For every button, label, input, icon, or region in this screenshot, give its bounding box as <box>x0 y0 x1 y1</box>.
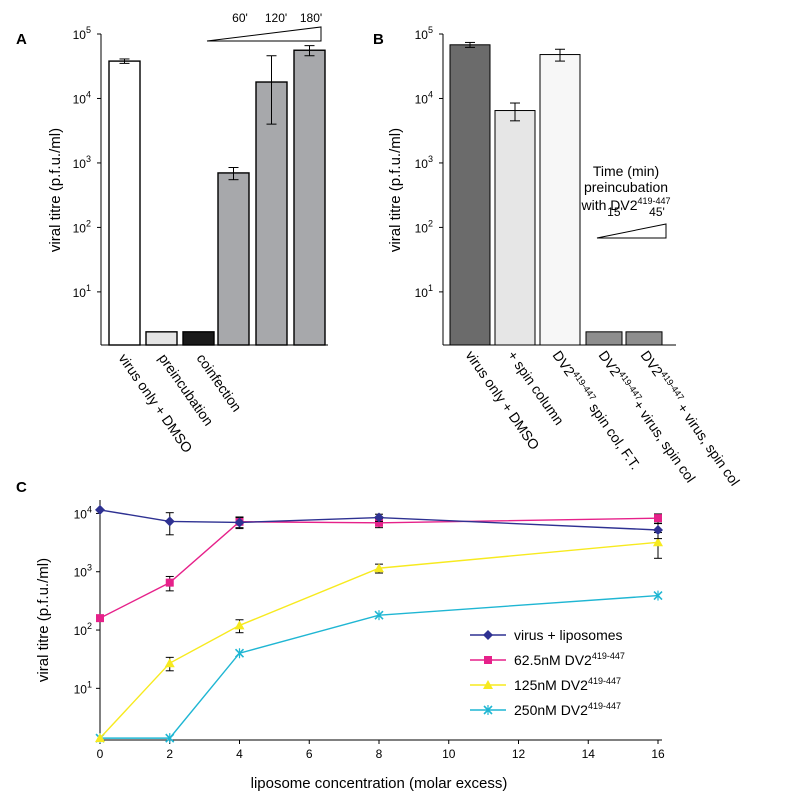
panel-a-time-wedge <box>206 26 322 42</box>
panel-c-point <box>374 512 384 523</box>
panel-c-legend-marker <box>483 630 493 640</box>
panel-c-y-tick-label: 103 <box>74 563 92 580</box>
panel-b: B 101 102 103 104 105 viral titre (p.f.u./ml)… <box>373 25 743 489</box>
panel-c-point <box>234 517 245 528</box>
panel-b-bar <box>539 54 581 346</box>
panel-c-point <box>165 578 174 587</box>
panel-c-point <box>164 516 175 527</box>
panel-c-point <box>96 614 104 623</box>
panel-a-y-tick-label: 105 <box>73 25 91 42</box>
panel-c-legend-marker <box>483 680 493 689</box>
panel-c-x-tick-label: 2 <box>166 747 173 761</box>
panel-c-point <box>374 563 384 573</box>
panel-b-bar <box>449 44 491 346</box>
panel-c-point <box>653 590 663 601</box>
panel-b-annotation-line2: preincubation <box>584 179 668 195</box>
panel-a-bar <box>145 331 178 346</box>
panel-a-bar <box>182 331 215 346</box>
panel-c-point <box>95 504 105 515</box>
panel-a-wedge-label: 120' <box>265 11 287 25</box>
panel-a-y-tick-label: 104 <box>73 89 91 106</box>
panel-c-x-tick-label: 14 <box>582 747 596 761</box>
panel-a-y-tick-label: 101 <box>73 283 91 300</box>
panel-c-point <box>234 648 245 659</box>
panel-c-legend-label: 125nM DV2419-447 <box>514 676 621 693</box>
panel-a-bar <box>255 81 288 346</box>
panel-b-category-label: DV2419-447 spin col, F.T. <box>550 347 645 472</box>
panel-a-bar <box>293 49 326 346</box>
panel-b-y-label: viral titre (p.f.u./ml) <box>387 128 404 252</box>
panel-b-bar <box>625 331 663 346</box>
panel-c: C 101 102 103 104 0 2 4 6 8 10 12 14 16 liposome conc… <box>16 479 665 792</box>
panel-c-x-tick-label: 12 <box>512 747 526 761</box>
panel-c-point <box>653 524 663 535</box>
panel-a-wedge-label: 180' <box>300 11 322 25</box>
panel-c-y-tick-label: 101 <box>74 679 92 696</box>
panel-a: A 101 102 103 104 105 viral titre (p.f.u./ml)… <box>16 11 328 456</box>
panel-b-wedge-label: 45' <box>649 205 665 219</box>
panel-b-y-tick-label: 103 <box>415 154 433 171</box>
panel-a-wedge-label: 60' <box>232 11 248 25</box>
panel-b-y-tick-label: 105 <box>415 25 433 42</box>
panel-a-bar <box>217 172 250 346</box>
panel-b-annotation-line1: Time (min) <box>593 163 659 179</box>
panel-c-legend-marker <box>483 705 493 715</box>
panel-c-y-label: viral titre (p.f.u./ml) <box>35 558 52 682</box>
panel-a-y-tick-label: 103 <box>73 154 91 171</box>
panel-c-legend-label: 250nM DV2419-447 <box>514 701 621 718</box>
panel-c-y-tick-label: 104 <box>74 504 92 521</box>
panel-c-point <box>375 518 383 527</box>
panel-c-x-tick-label: 6 <box>306 747 313 761</box>
panel-c-point <box>653 537 663 547</box>
panel-b-y-tick-label: 101 <box>415 283 433 300</box>
panel-c-y-tick-label: 102 <box>74 621 92 638</box>
panel-b-bar <box>494 110 536 346</box>
panel-c-x-tick-label: 10 <box>442 747 456 761</box>
panel-b-category-label: virus only + DMSO <box>463 348 543 453</box>
panel-b-letter: B <box>373 31 384 48</box>
panel-c-legend-marker <box>484 656 492 664</box>
panel-c-x-label: liposome concentration (molar excess) <box>251 775 508 792</box>
panel-a-bar <box>108 60 141 346</box>
panel-a-category-label: virus only + DMSO <box>116 351 196 456</box>
panel-b-y-tick-label: 102 <box>415 218 433 235</box>
panel-c-point <box>164 658 175 668</box>
panel-b-y-tick-label: 104 <box>415 89 433 106</box>
panel-b-time-wedge <box>596 223 667 239</box>
panel-c-point <box>654 514 662 523</box>
panel-b-annotation-line3: with DV2419-447 <box>580 196 670 213</box>
panel-c-legend-label: 62.5nM DV2419-447 <box>514 651 625 668</box>
panel-c-x-tick-label: 4 <box>236 747 243 761</box>
panel-c-point <box>234 620 245 630</box>
panel-a-letter: A <box>16 31 27 48</box>
panel-c-x-tick-label: 0 <box>97 747 104 761</box>
panel-c-letter: C <box>16 479 27 496</box>
panel-a-y-tick-label: 102 <box>73 218 91 235</box>
panel-a-y-label: viral titre (p.f.u./ml) <box>47 128 64 252</box>
panel-b-bar <box>585 331 623 346</box>
panel-c-point <box>165 733 175 744</box>
panel-c-point <box>374 610 384 621</box>
panel-b-wedge-label: 15' <box>607 205 623 219</box>
panel-c-x-tick-label: 8 <box>376 747 383 761</box>
panel-c-legend-label: virus + liposomes <box>514 627 623 643</box>
panel-c-x-tick-label: 16 <box>651 747 665 761</box>
panel-c-point <box>95 733 105 743</box>
